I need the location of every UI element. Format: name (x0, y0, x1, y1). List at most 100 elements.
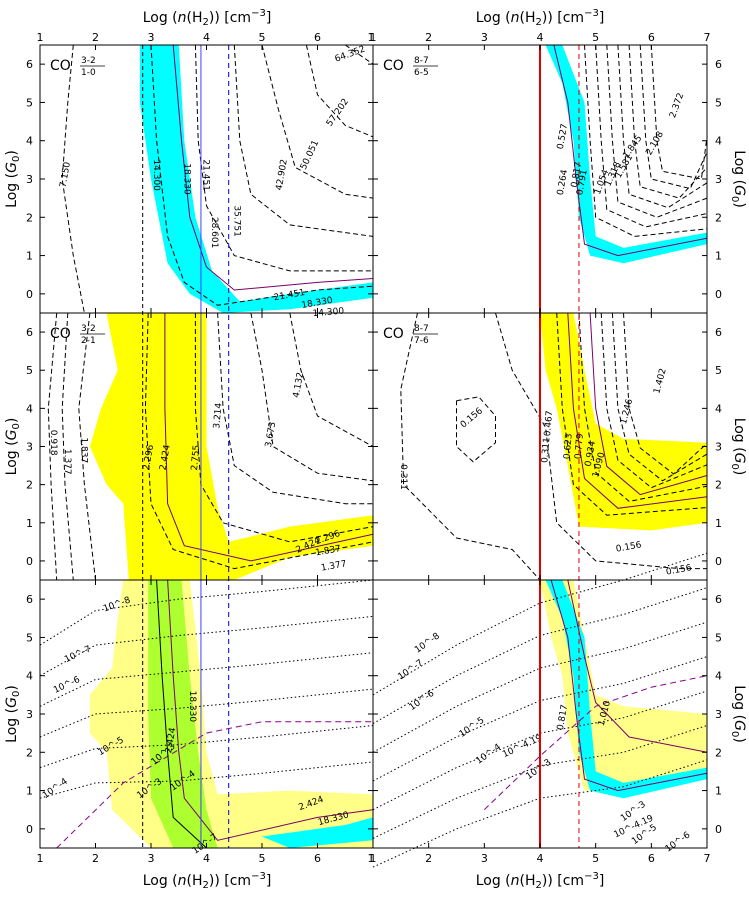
contour-tl-2 (150, 44, 374, 306)
y-tick-label-right: 3 (715, 173, 722, 186)
x-axis-label-bottom-left: Log (n(H2)) [cm−3] (143, 871, 272, 891)
label-mr-2: 0.311 (540, 437, 552, 464)
y-tick-label-left: 0 (26, 823, 33, 836)
overlap-region-bottom-left (148, 580, 218, 848)
contour-bl-9 (156, 579, 207, 849)
x-tick-label-top-right: 7 (704, 31, 711, 44)
y-tick-label-right: 4 (715, 670, 722, 683)
x-tick-label-bottom-right: 5 (592, 852, 599, 865)
contour-mr-2 (456, 396, 496, 463)
contour-bl-3 (39, 652, 374, 707)
y-tick-label-right: 4 (715, 135, 722, 148)
y-tick-label-left: 2 (26, 211, 33, 224)
label-br-1: 10^-7 (396, 658, 425, 682)
contour-ml-5 (164, 313, 374, 562)
yellow-band-middle-left (89, 313, 374, 580)
x-axis-label-bottom-right: Log (n(H2)) [cm−3] (476, 871, 605, 891)
y-tick-label-left: 4 (26, 402, 33, 415)
label-ml-7: 3.673 (264, 421, 278, 448)
y-tick-label-left: 5 (26, 364, 33, 377)
y-tick-label-left: 1 (26, 250, 33, 263)
y-tick-label-left: 0 (26, 288, 33, 301)
y-tick-label-right: 0 (715, 288, 722, 301)
cyan-band-top-right (545, 45, 707, 264)
x-tick-label-top-right: 4 (537, 31, 544, 44)
contour-ml-1 (47, 312, 58, 581)
x-tick-label-bottom-left: 1 (37, 852, 44, 865)
panel-title-middle-right-num: 8-7 (414, 324, 429, 334)
y-tick-label-left: 5 (26, 96, 33, 109)
y-tick-label-left: 4 (26, 135, 33, 148)
contour-bl-4 (39, 688, 374, 738)
label-ml-2: 1.837 (79, 437, 89, 463)
y-tick-label-right: 1 (715, 250, 722, 263)
contour-tr-2 (584, 44, 708, 237)
y-axis-label-right: Log (G0) (729, 418, 747, 476)
label-tr-3: 0.817 (570, 161, 584, 188)
label-br-4: 10^-4 (474, 742, 503, 766)
y-tick-label-right: 2 (715, 479, 722, 492)
x-axis-label-top-right: Log (n(H2)) [cm−3] (476, 8, 605, 28)
contour-br-8 (483, 675, 708, 811)
label-ml-1: 1.377 (62, 449, 72, 475)
x-tick-label-top-right: 1 (370, 31, 377, 44)
y-axis-label-left: Log (G0) (4, 685, 22, 743)
y-tick-label-right: 0 (715, 555, 722, 568)
contour-br-9 (550, 579, 708, 792)
contour-ml-2 (61, 312, 74, 581)
contour-br-6 (372, 725, 708, 839)
contour-mr-10 (623, 312, 708, 475)
label-ml-4: 2.424 (159, 444, 173, 471)
label-ml-6: 3.214 (212, 402, 224, 429)
panel-title-middle-left-num: 3-2 (81, 324, 96, 334)
x-tick-label-bottom-left: 4 (203, 852, 210, 865)
label-br-12: 10^-6 (664, 830, 693, 854)
x-tick-label-top-left: 2 (92, 31, 99, 44)
x-tick-label-top-left-end: 1 (368, 31, 375, 44)
panel-title-top-left-num: 3-2 (81, 56, 96, 66)
x-tick-label-bottom-right: 3 (481, 852, 488, 865)
x-tick-label-top-right: 5 (592, 31, 599, 44)
contour-tr-8 (650, 44, 708, 180)
x-tick-label-bottom-right: 4 (537, 852, 544, 865)
y-tick-label-right: 4 (715, 402, 722, 415)
label-mr-3: 0.467 (543, 410, 555, 437)
panel-title-top-left: CO (50, 58, 71, 74)
y-tick-label-left: 6 (26, 593, 33, 606)
y-tick-label-left: 3 (26, 441, 33, 454)
contour-bl-7 (56, 721, 373, 849)
x-tick-label-bottom-left: 3 (148, 852, 155, 865)
label-tr-1: 0.527 (556, 123, 570, 150)
panel-title-middle-left: CO (50, 326, 71, 342)
label-bl-4: 10^-4 (41, 777, 70, 801)
x-tick-label-top-right: 3 (481, 31, 488, 44)
y-tick-label-right: 3 (715, 441, 722, 454)
contour-mr-7 (589, 312, 708, 496)
x-tick-label-top-left: 5 (259, 31, 266, 44)
y-tick-label-right: 6 (715, 58, 722, 71)
label-ml-5: 2.755 (190, 444, 202, 471)
contour-ml-3 (78, 312, 96, 581)
contour-ml-6 (194, 313, 374, 543)
label-ml-12: 1.377 (320, 559, 347, 573)
label-br-2: 10^-6 (408, 689, 437, 713)
y-axis-label-right: Log (G0) (729, 150, 747, 208)
contour-tr-3 (595, 44, 708, 228)
label-bl-10: 18.330 (187, 691, 197, 723)
y-tick-label-left: 1 (26, 517, 33, 530)
cyan-region-bottom-left (262, 817, 373, 848)
label-mr-6: 0.934 (584, 440, 598, 467)
panel-title-middle-right-den: 7-6 (414, 336, 429, 346)
x-tick-label-top-right: 6 (648, 31, 655, 44)
contour-tl-3 (172, 44, 374, 291)
contour-bl-6 (39, 761, 374, 799)
y-tick-label-left: 4 (26, 670, 33, 683)
label-bl-2: 10^-6 (52, 675, 82, 696)
x-tick-label-bottom-right: 2 (425, 852, 432, 865)
y-tick-label-right: 5 (715, 631, 722, 644)
y-tick-label-right: 6 (715, 326, 722, 339)
cyan-region-bottom-right (545, 580, 707, 799)
label-mr-10: 0.156 (615, 540, 642, 554)
